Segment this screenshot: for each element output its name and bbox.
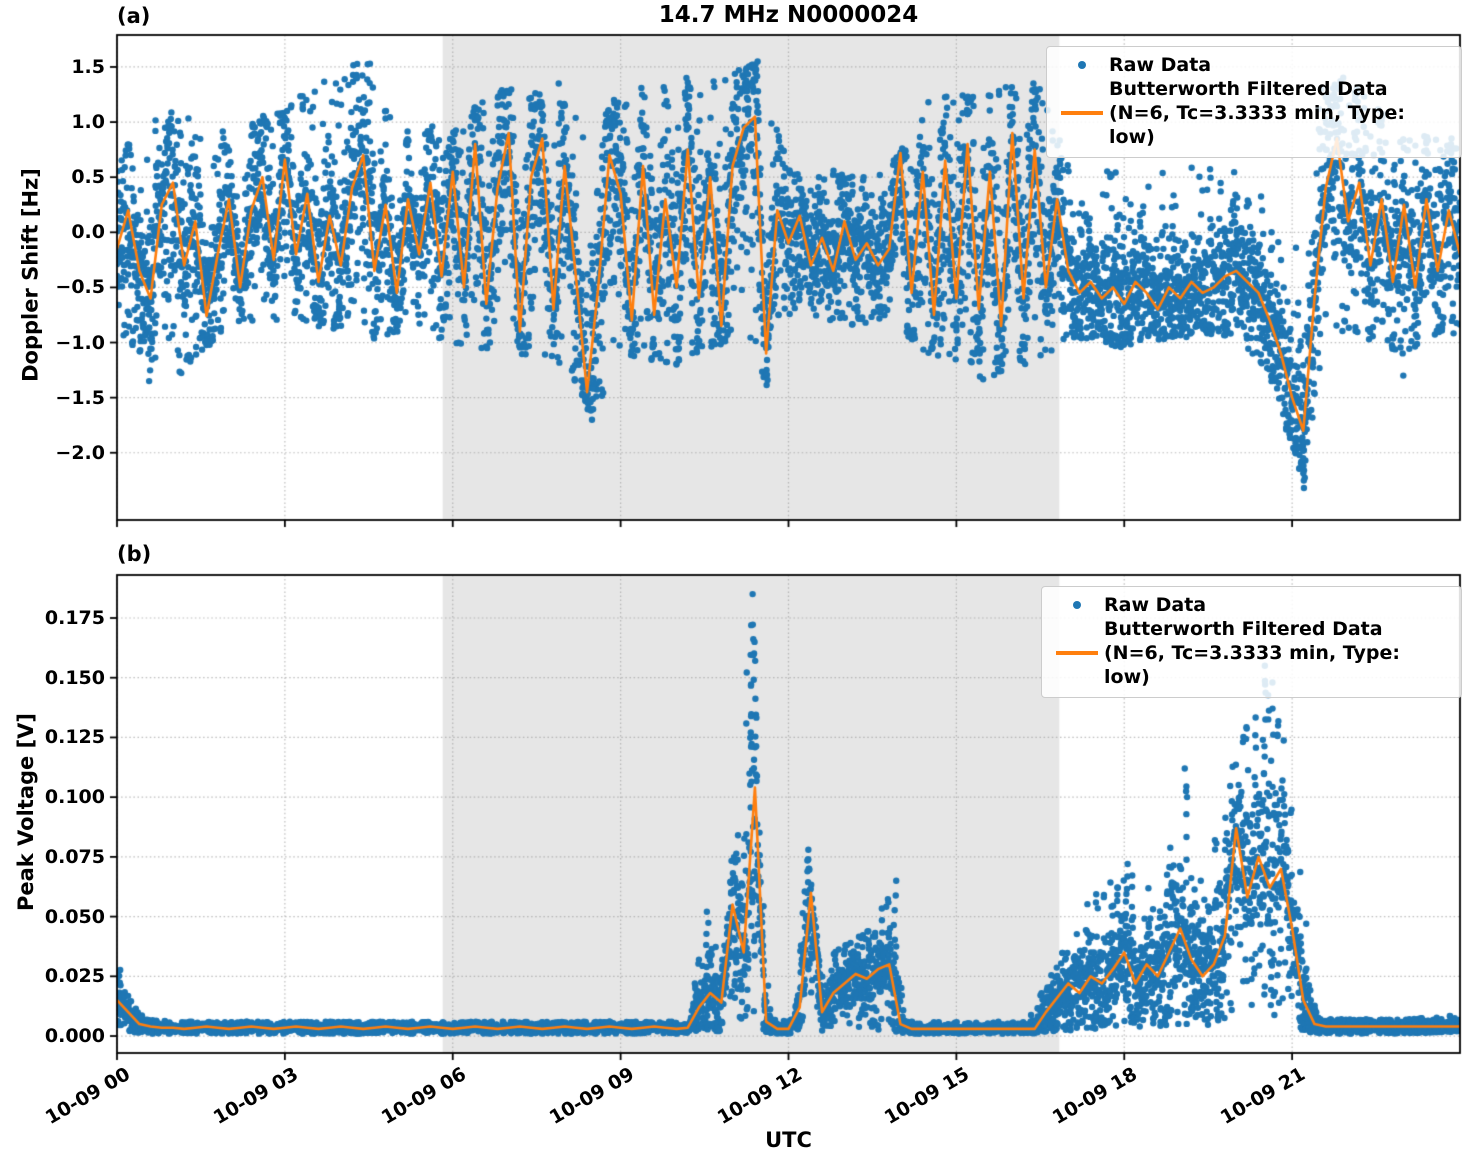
raw-data-marker-icon: [1055, 61, 1109, 69]
panel-b-ytick-0.025: 0.025: [44, 965, 105, 988]
panel-b-ytick-0.150: 0.150: [44, 666, 105, 689]
filtered-line-marker-icon: [1055, 111, 1109, 115]
panel-b-ytick-0.125: 0.125: [44, 726, 105, 749]
panel-a-ytick-0.0: 0.0: [71, 221, 105, 244]
legend-filtered-label: Butterworth Filtered Data: [1109, 78, 1388, 100]
panel-a-ytick-−1.5: −1.5: [55, 386, 105, 409]
panel-b-ytick-0.050: 0.050: [44, 905, 105, 928]
panel-a-ytick-1.0: 1.0: [71, 111, 105, 134]
legend-raw-label: Raw Data: [1104, 594, 1207, 616]
panel-a-ytick-−0.5: −0.5: [55, 276, 105, 299]
panel-a-tag: (a): [117, 4, 151, 28]
x-axis-label: UTC: [765, 1128, 812, 1152]
panel-b-ytick-0.075: 0.075: [44, 845, 105, 868]
raw-data-marker-icon: [1050, 601, 1104, 609]
panel-b-ytick-0.175: 0.175: [44, 606, 105, 629]
panel-a-ytick-−2.0: −2.0: [55, 441, 105, 464]
legend-entry-filtered: Butterworth Filtered Data (N=6, Tc=3.333…: [1055, 77, 1449, 149]
legend-filtered-sublabel: (N=6, Tc=3.3333 min, Type: low): [1109, 102, 1405, 148]
panel-a-ytick-0.5: 0.5: [71, 166, 105, 189]
chart-title: 14.7 MHz N0000024: [658, 2, 919, 28]
panel-b-legend: Raw Data Butterworth Filtered Data (N=6,…: [1041, 586, 1462, 698]
legend-entry-raw: Raw Data: [1050, 593, 1449, 617]
legend-entry-raw: Raw Data: [1055, 53, 1449, 77]
legend-raw-label: Raw Data: [1109, 54, 1212, 76]
legend-entry-filtered: Butterworth Filtered Data (N=6, Tc=3.333…: [1050, 617, 1449, 689]
panel-b-ytick-0.100: 0.100: [44, 786, 105, 809]
legend-filtered-sublabel: (N=6, Tc=3.3333 min, Type: low): [1104, 642, 1400, 688]
filtered-line-marker-icon: [1050, 651, 1104, 655]
legend-filtered-label: Butterworth Filtered Data: [1104, 618, 1383, 640]
panel-b-tag: (b): [117, 542, 152, 566]
panel-b-ytick-0.000: 0.000: [44, 1025, 105, 1048]
panel-a-ytick-1.5: 1.5: [71, 55, 105, 78]
panel-a-legend: Raw Data Butterworth Filtered Data (N=6,…: [1046, 46, 1462, 158]
panel-a-ytick-−1.0: −1.0: [55, 331, 105, 354]
